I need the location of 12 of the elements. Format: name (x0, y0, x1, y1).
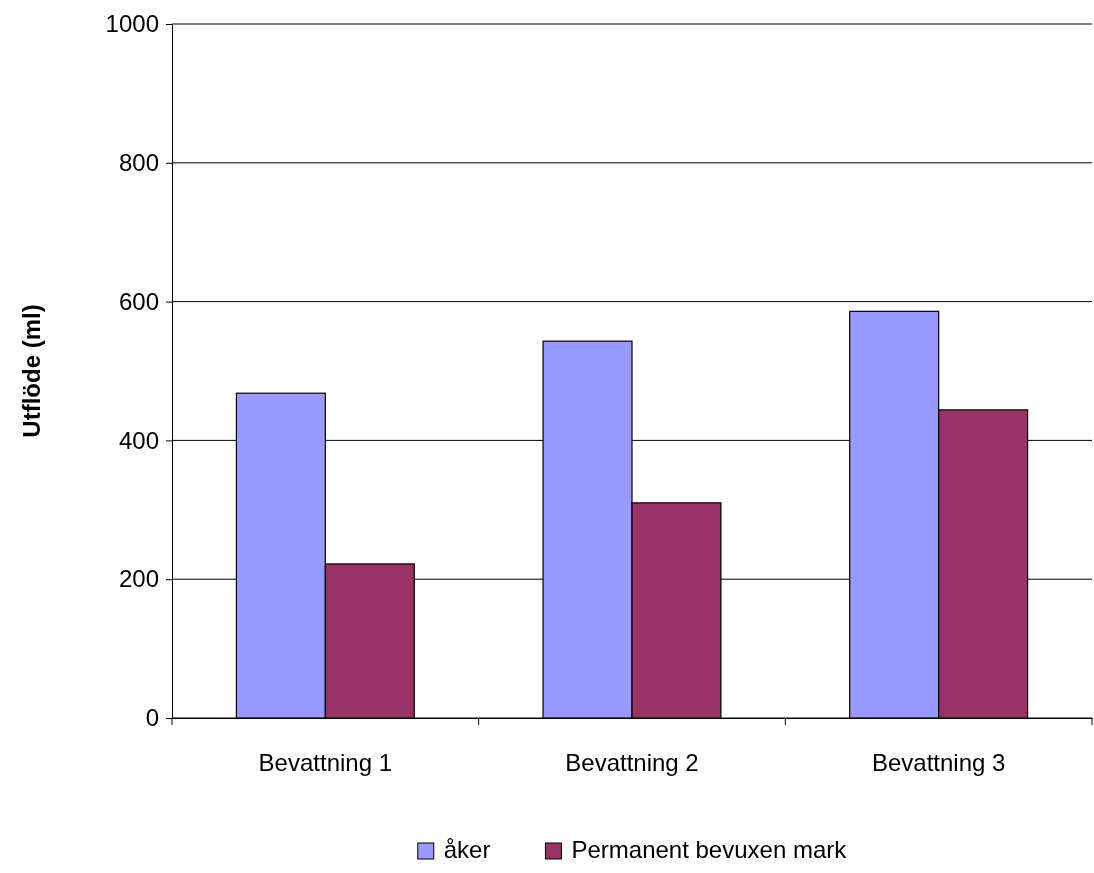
legend-label: åker (443, 836, 491, 863)
legend-label: Permanent bevuxen mark (571, 836, 848, 863)
y-tick-label: 200 (118, 565, 159, 593)
y-tick-label: 0 (145, 704, 159, 732)
x-tick-label: Bevattning 1 (258, 749, 393, 777)
x-tick-label: Bevattning 2 (565, 749, 699, 777)
x-tick-label: Bevattning 3 (871, 749, 1006, 777)
y-tick-label: 400 (118, 426, 159, 454)
y-tick-label: 800 (118, 148, 159, 176)
y-axis-title: Utflöde (ml) (18, 304, 45, 438)
y-tick-label: 600 (118, 287, 159, 315)
y-tick-label: 1000 (105, 10, 159, 38)
